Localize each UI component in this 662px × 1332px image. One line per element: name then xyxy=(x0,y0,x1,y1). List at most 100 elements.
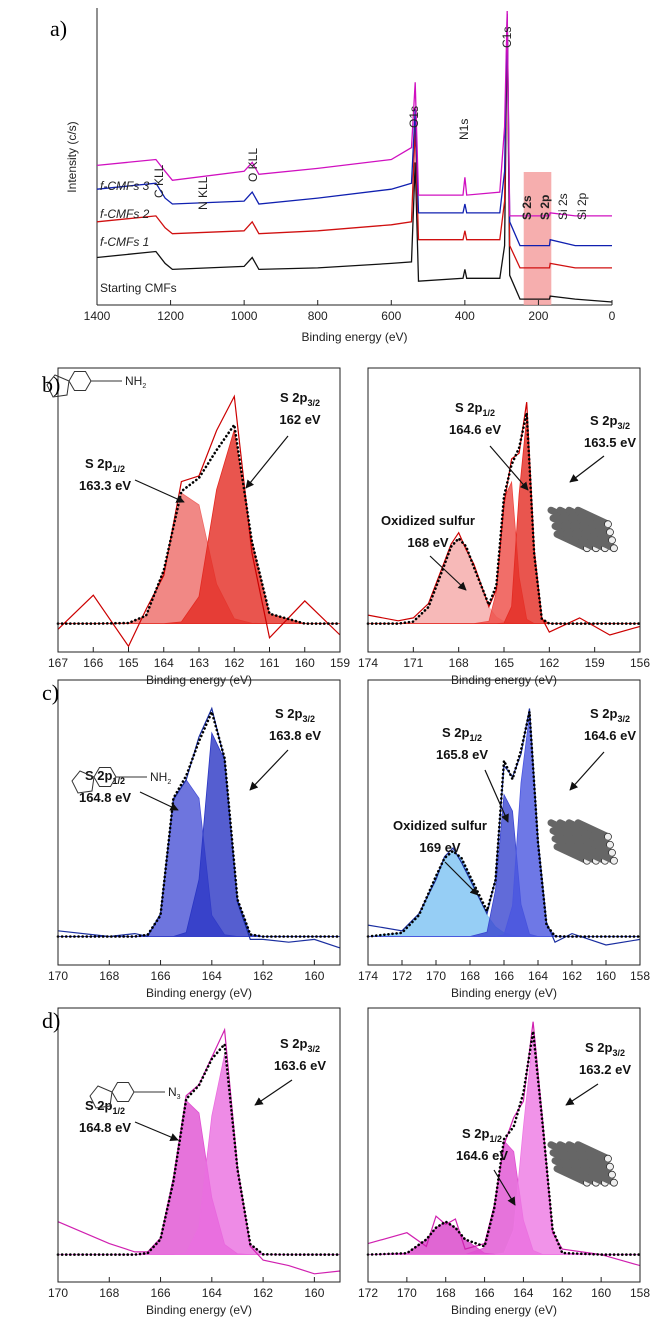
annotation-arrow xyxy=(570,456,604,482)
peak-energy: 165.8 eV xyxy=(436,747,488,762)
annotation-arrow xyxy=(246,436,288,488)
annotation-subscript: 1/2 xyxy=(469,733,482,743)
panel-label: d) xyxy=(42,1008,60,1033)
x-tick-label: 158 xyxy=(630,969,650,983)
x-tick-label: 158 xyxy=(630,1286,650,1300)
annotation-text: S 2p xyxy=(280,1036,308,1051)
y-axis-label: Intensity (c/s) xyxy=(65,121,79,192)
x-tick-label: 165 xyxy=(118,656,138,670)
x-tick-label: 600 xyxy=(381,309,401,323)
structure-label: N3 xyxy=(168,1085,181,1101)
structure-ring xyxy=(69,372,91,391)
fiber-end xyxy=(611,1179,618,1186)
x-tick-label: 170 xyxy=(426,969,446,983)
peak-energy: 168 eV xyxy=(407,535,449,550)
annotation-subscript: 1/2 xyxy=(112,1106,125,1116)
x-tick-label: 167 xyxy=(48,656,68,670)
x-tick-label: 0 xyxy=(609,309,616,323)
structure-subscript: 2 xyxy=(167,779,171,786)
panel-label: a) xyxy=(50,16,67,41)
component-peak xyxy=(368,795,640,937)
x-tick-label: 174 xyxy=(358,656,378,670)
peak-label: C KLL xyxy=(152,164,166,198)
x-tick-label: 161 xyxy=(259,656,279,670)
x-tick-label: 162 xyxy=(253,969,273,983)
peak-energy: 163.5 eV xyxy=(584,435,636,450)
annotation-text: S 2p xyxy=(455,400,483,415)
series-label: Starting CMFs xyxy=(100,281,177,295)
annotation-subscript: 1/2 xyxy=(489,1134,502,1144)
peak-energy: 163.3 eV xyxy=(79,478,131,493)
fiber-bundle-sketch xyxy=(551,823,618,865)
peak-energy: 163.6 eV xyxy=(274,1058,326,1073)
x-tick-label: 162 xyxy=(253,1286,273,1300)
x-tick-label: 172 xyxy=(392,969,412,983)
peak-energy: 162 eV xyxy=(279,412,321,427)
x-tick-label: 160 xyxy=(304,1286,324,1300)
x-tick-label: 160 xyxy=(304,969,324,983)
x-axis-label: Binding energy (eV) xyxy=(451,1303,557,1317)
x-tick-label: 162 xyxy=(562,969,582,983)
annotation-subscript: 3/2 xyxy=(302,714,315,724)
x-axis-label: Binding energy (eV) xyxy=(146,986,252,1000)
highlight-band xyxy=(524,172,552,305)
peak-energy: 164.8 eV xyxy=(79,1120,131,1135)
annotation-subscript: 3/2 xyxy=(612,1048,625,1058)
x-axis-label: Binding energy (eV) xyxy=(146,1303,252,1317)
x-tick-label: 164 xyxy=(513,1286,533,1300)
structure-label: NH2 xyxy=(125,374,146,390)
peak-annotation: Oxidized sulfur xyxy=(393,818,487,833)
peak-label: S 2s xyxy=(520,195,534,220)
peak-annotation: S 2p3/2 xyxy=(275,706,315,724)
x-tick-label: 168 xyxy=(99,1286,119,1300)
series-label: f-CMFs 2 xyxy=(100,207,150,221)
peak-label: S 2p xyxy=(538,195,552,220)
annotation-text: S 2p xyxy=(280,390,308,405)
peak-annotation: S 2p1/2 xyxy=(442,725,482,743)
annotation-arrow xyxy=(255,1080,292,1105)
panel-label: b) xyxy=(42,372,60,397)
panel-label: c) xyxy=(42,680,59,705)
x-tick-label: 174 xyxy=(358,969,378,983)
structure-subscript: 2 xyxy=(142,383,146,390)
x-tick-label: 168 xyxy=(436,1286,456,1300)
peak-energy: 164.8 eV xyxy=(79,790,131,805)
annotation-text: S 2p xyxy=(85,1098,113,1113)
annotation-subscript: 1/2 xyxy=(112,464,125,474)
annotation-arrow xyxy=(135,1122,178,1140)
peak-energy: 163.2 eV xyxy=(579,1062,631,1077)
annotation-text: S 2p xyxy=(590,706,618,721)
x-tick-label: 1400 xyxy=(84,309,111,323)
annotation-arrow xyxy=(570,752,604,790)
annotation-arrow xyxy=(140,792,178,810)
peak-energy: 163.8 eV xyxy=(269,728,321,743)
annotation-text: S 2p xyxy=(85,456,113,471)
x-tick-label: 159 xyxy=(330,656,350,670)
structure-ring xyxy=(112,1083,134,1102)
peak-annotation: S 2p3/2 xyxy=(590,413,630,431)
peak-label: C1s xyxy=(500,27,514,48)
peak-label: N1s xyxy=(457,119,471,140)
annotation-text: S 2p xyxy=(442,725,470,740)
x-tick-label: 160 xyxy=(591,1286,611,1300)
x-tick-label: 156 xyxy=(630,656,650,670)
structure-text: NH xyxy=(150,770,167,784)
peak-label: Si 2p xyxy=(575,192,589,220)
x-tick-label: 165 xyxy=(494,656,514,670)
annotation-text: S 2p xyxy=(590,413,618,428)
x-tick-label: 160 xyxy=(295,656,315,670)
x-axis-label: Binding energy (eV) xyxy=(301,330,407,344)
annotation-text: S 2p xyxy=(275,706,303,721)
fiber-end xyxy=(611,545,618,552)
x-tick-label: 170 xyxy=(48,1286,68,1300)
series-label: f-CMFs 1 xyxy=(100,235,149,249)
x-tick-label: 171 xyxy=(403,656,423,670)
x-tick-label: 172 xyxy=(358,1286,378,1300)
peak-annotation: S 2p3/2 xyxy=(590,706,630,724)
x-tick-label: 162 xyxy=(552,1286,572,1300)
peak-label: Si 2s xyxy=(556,193,570,220)
x-tick-label: 160 xyxy=(596,969,616,983)
figure: Starting CMFsf-CMFs 1f-CMFs 2f-CMFs 3C K… xyxy=(0,0,662,1332)
x-tick-label: 159 xyxy=(585,656,605,670)
annotation-subscript: 3/2 xyxy=(307,398,320,408)
